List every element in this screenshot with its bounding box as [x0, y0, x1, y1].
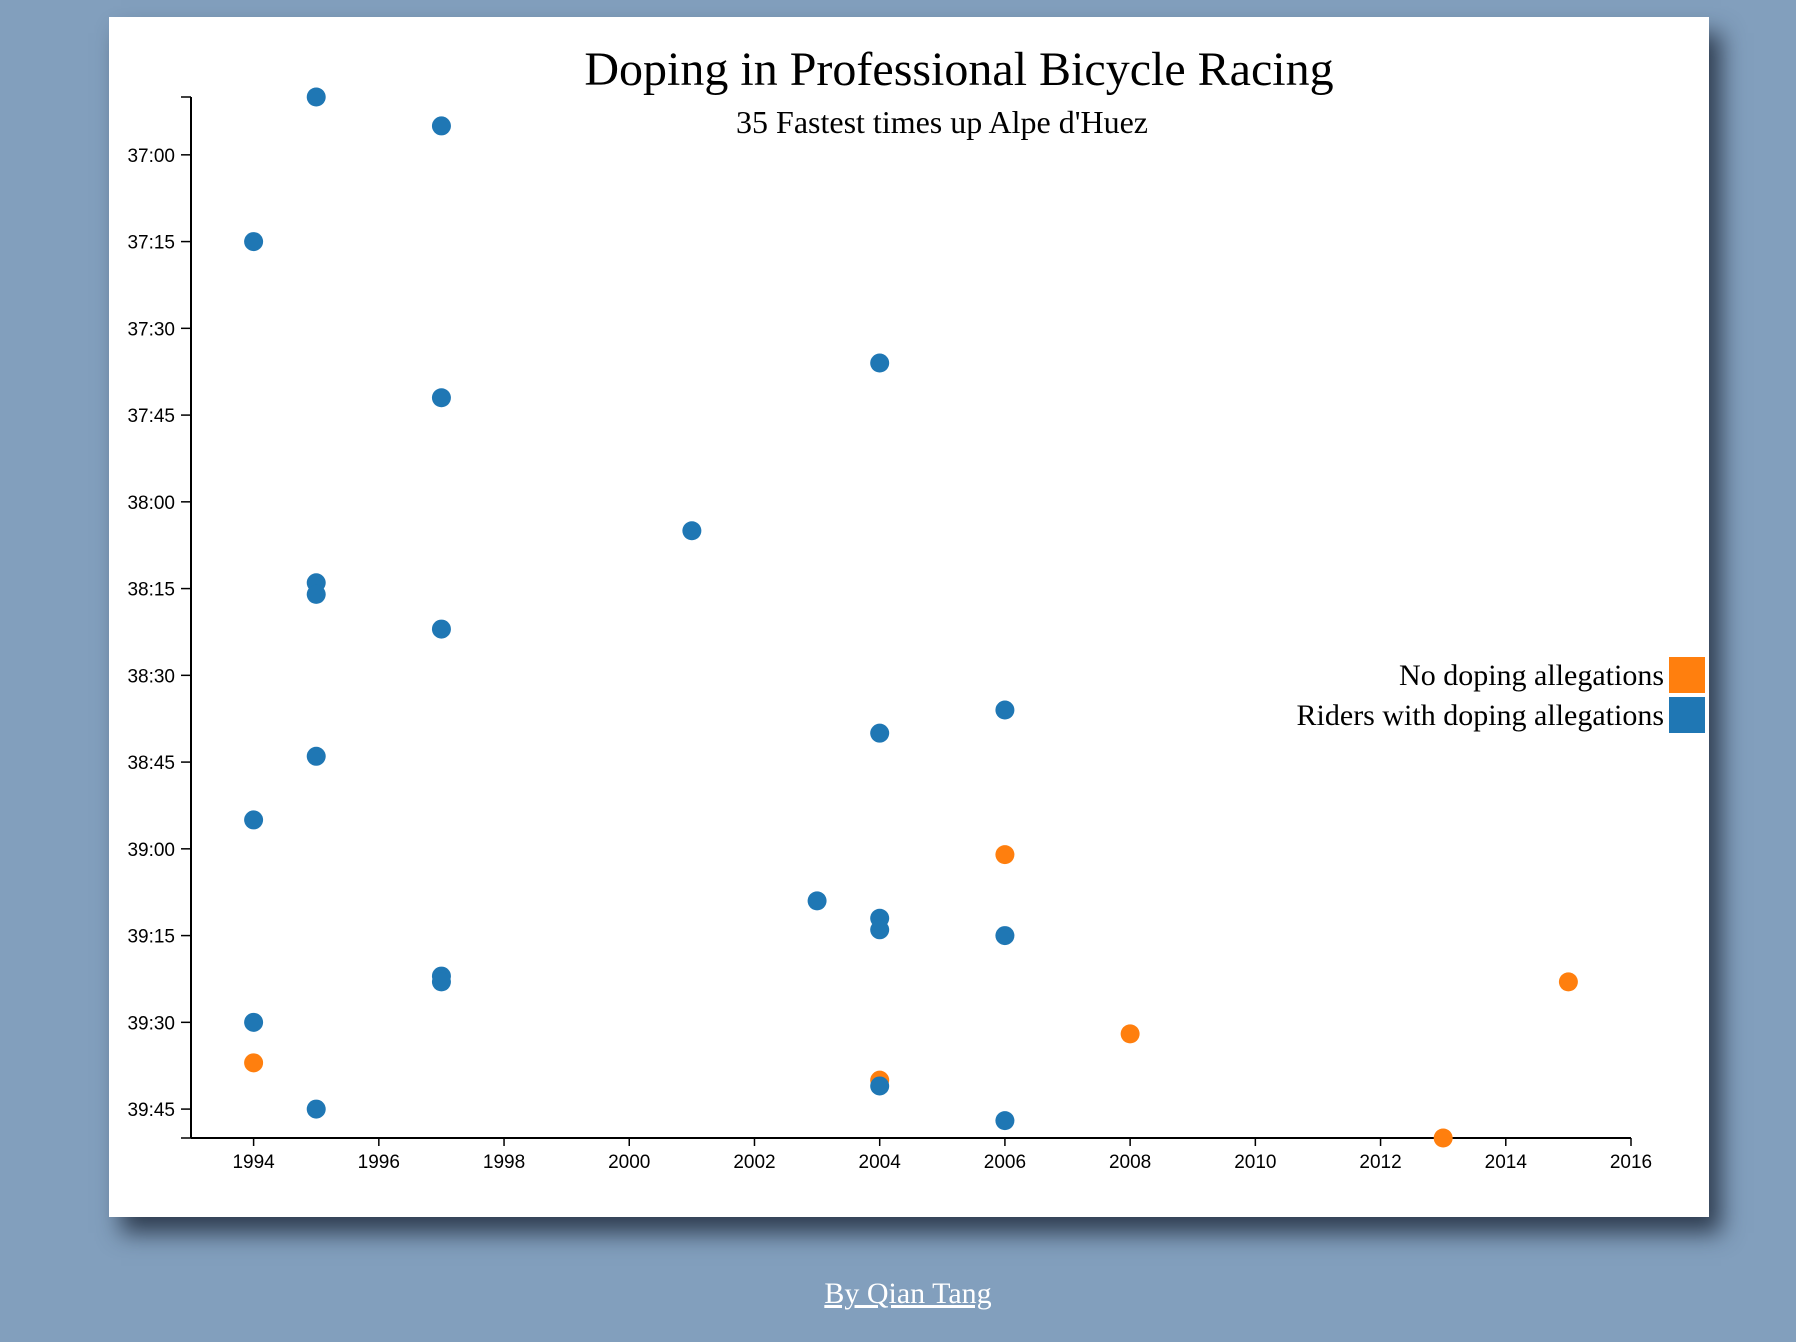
x-tick-label: 2012	[1359, 1152, 1401, 1173]
scatter-chart: Doping in Professional Bicycle Racing 35…	[127, 43, 1705, 1173]
data-point[interactable]	[995, 1111, 1015, 1131]
y-tick-label: 39:45	[127, 1100, 175, 1121]
chart-card: Doping in Professional Bicycle Racing 35…	[109, 17, 1709, 1217]
legend-swatch	[1669, 697, 1705, 733]
x-tick-label: 1994	[232, 1152, 275, 1173]
y-axis: 37:00 37:15 37:30 37:45 38:00 38:15 38:30 38:45…	[127, 96, 192, 1139]
y-tick-label: 38:15	[127, 580, 175, 601]
chart-title: Doping in Professional Bicycle Racing	[584, 43, 1333, 96]
data-point[interactable]	[870, 920, 890, 940]
data-point[interactable]	[431, 116, 451, 136]
y-tick-label: 38:45	[127, 753, 175, 774]
y-tick-label: 38:00	[127, 493, 175, 514]
y-tick-label: 37:15	[127, 233, 175, 254]
data-point[interactable]	[431, 619, 451, 639]
legend: No doping allegations Riders with doping …	[1297, 657, 1705, 733]
data-point[interactable]	[995, 700, 1015, 720]
x-tick-label: 2014	[1485, 1152, 1528, 1173]
data-point[interactable]	[244, 810, 264, 830]
data-point[interactable]	[870, 723, 890, 743]
x-tick-label: 1998	[483, 1152, 525, 1173]
data-point[interactable]	[431, 972, 451, 992]
chart-subtitle: 35 Fastest times up Alpe d'Huez	[736, 104, 1148, 140]
data-point[interactable]	[306, 87, 326, 107]
y-tick-label: 39:30	[127, 1013, 175, 1034]
y-tick-label: 37:00	[127, 146, 175, 167]
data-point[interactable]	[1558, 972, 1578, 992]
author-link[interactable]: By Qian Tang	[824, 1277, 992, 1310]
x-axis: 1994 1996 1998 2000 2002 2004 2006 2008 2010 2012…	[191, 1137, 1652, 1173]
x-tick-label: 2002	[733, 1152, 775, 1173]
data-point[interactable]	[1433, 1128, 1453, 1148]
x-tick-label: 2000	[608, 1152, 650, 1173]
y-tick-label: 39:15	[127, 927, 175, 948]
y-tick-label: 37:30	[127, 319, 175, 340]
y-tick-label: 39:00	[127, 840, 175, 861]
data-point[interactable]	[995, 926, 1015, 946]
data-point[interactable]	[244, 232, 264, 252]
data-point[interactable]	[431, 388, 451, 408]
data-point[interactable]	[244, 1053, 264, 1073]
data-point[interactable]	[306, 1099, 326, 1119]
legend-label: No doping allegations	[1399, 659, 1664, 692]
data-point[interactable]	[1120, 1024, 1140, 1044]
data-point[interactable]	[682, 521, 702, 541]
y-tick-label: 38:30	[127, 666, 175, 687]
legend-label: Riders with doping allegations	[1297, 699, 1664, 732]
data-point[interactable]	[244, 1012, 264, 1032]
data-point[interactable]	[995, 845, 1015, 865]
data-points	[244, 87, 1578, 1148]
data-point[interactable]	[870, 1076, 890, 1096]
data-point[interactable]	[870, 353, 890, 373]
x-tick-label: 1996	[358, 1152, 400, 1173]
data-point[interactable]	[306, 584, 326, 604]
x-tick-label: 2016	[1610, 1152, 1652, 1173]
x-tick-label: 2004	[859, 1152, 902, 1173]
data-point[interactable]	[807, 891, 827, 911]
y-tick-label: 37:45	[127, 406, 175, 427]
x-tick-label: 2010	[1234, 1152, 1276, 1173]
x-tick-label: 2006	[984, 1152, 1026, 1173]
legend-swatch	[1669, 657, 1705, 693]
x-tick-label: 2008	[1109, 1152, 1151, 1173]
data-point[interactable]	[306, 746, 326, 766]
